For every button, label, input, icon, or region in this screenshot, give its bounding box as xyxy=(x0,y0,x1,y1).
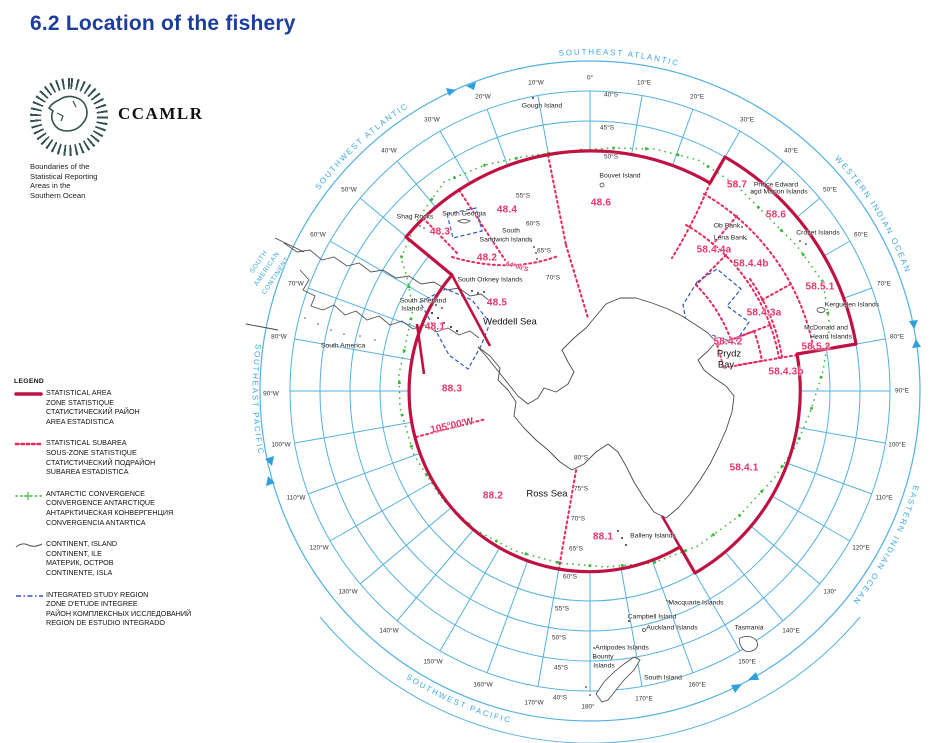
continent-sector-ticks xyxy=(245,237,305,331)
statistical-area-line-icon xyxy=(14,392,43,396)
statistical-area-boundary xyxy=(404,149,858,575)
ocean-label-eastern-indian-ocean: EASTERN INDIAN OCEAN xyxy=(850,484,920,607)
continent-island-line-icon xyxy=(15,543,43,548)
ocean-label-southeast-atlantic: SOUTHEAST ATLANTIC xyxy=(558,47,680,68)
current-direction-arrows xyxy=(265,82,921,693)
legend-entry-statistical-subarea: STATISTICAL SUBAREA SOUS-ZONE STATISTIQU… xyxy=(14,438,234,476)
legend-entry-continent-island: CONTINENT, ISLAND CONTINENT, ILE МАТЕРИК… xyxy=(14,539,234,577)
integrated-study-region-line-icon xyxy=(16,594,43,597)
page-title: 6.2 Location of the fishery xyxy=(30,12,296,35)
statistical-subarea-boundaries xyxy=(415,154,815,569)
legend-entry-antarctic-convergence: ANTARCTIC CONVERGENCE CONVERGENCE ANTARC… xyxy=(14,489,234,527)
antarctic-convergence-line-icon xyxy=(15,491,44,500)
ocean-label-southwest-atlantic: SOUTHWEST ATLANTIC xyxy=(313,101,410,191)
legend: LEGEND STATISTICAL AREA ZONE STATISTIQUE… xyxy=(14,378,234,640)
legend-header: LEGEND xyxy=(14,378,45,385)
island-markers xyxy=(419,97,826,703)
ocean-label-southwest-pacific: SOUTHWEST PACIFIC xyxy=(405,672,513,725)
ccamlr-wordmark: CCAMLR xyxy=(118,104,204,123)
legend-entry-integrated-study-region: INTEGRATED STUDY REGION ZONE D'ETUDE INT… xyxy=(14,590,234,628)
antarctica-logo-glyph xyxy=(47,95,88,132)
ccamlr-logo-icon xyxy=(30,78,108,156)
logo-caption: Boundaries of the Statistical Reporting … xyxy=(30,162,98,200)
integrated-study-regions xyxy=(419,207,750,370)
antarctica-coastline xyxy=(477,297,735,519)
ocean-label-western-indian-ocean: WESTERN INDIAN OCEAN xyxy=(833,154,912,274)
legend-entry-statistical-area: STATISTICAL AREA ZONE STATISTIQUE СТАТИС… xyxy=(14,388,234,426)
statistical-subarea-line-icon xyxy=(14,443,45,446)
